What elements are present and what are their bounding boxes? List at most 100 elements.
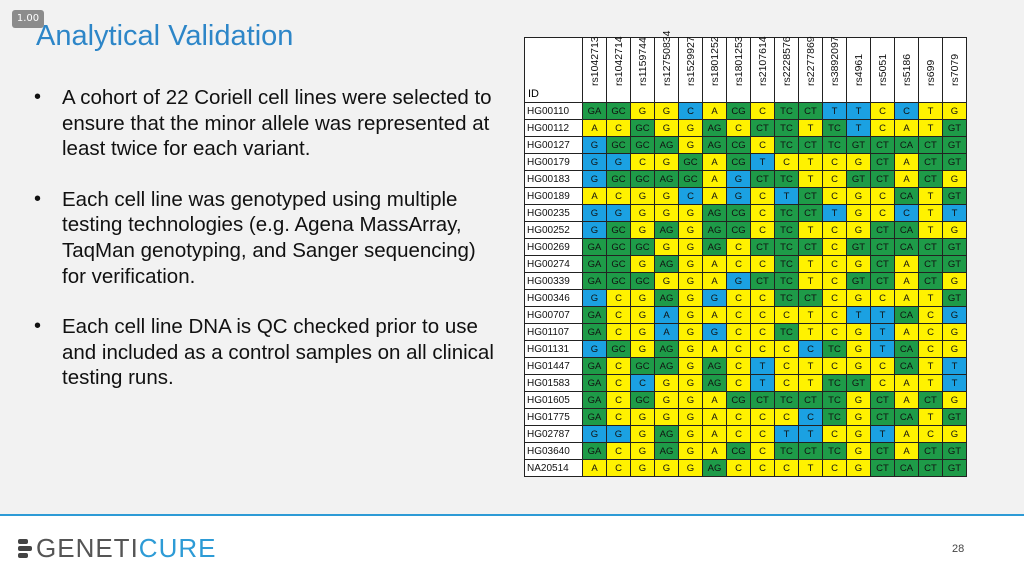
genotype-cell: C	[750, 425, 775, 443]
snp-label: rs7079	[948, 53, 961, 86]
genotype-cell: C	[918, 306, 943, 324]
genotype-cell: T	[798, 459, 823, 477]
genotype-cell: G	[942, 391, 967, 409]
genotype-cell: G	[678, 306, 703, 324]
genotype-cell: GT	[942, 255, 967, 273]
genotype-cell: C	[726, 238, 751, 256]
snp-label: rs2107614	[756, 36, 769, 86]
table-row: HG00110 GA GC G G C A CG C TC CT T T C C T G	[524, 102, 967, 120]
sample-id-cell: HG00189	[524, 187, 583, 205]
table-row: HG01775 GA C G G G A C C C C TC G CT CA T GT	[524, 408, 967, 426]
genotype-cell: TC	[774, 204, 799, 222]
genotype-cell: C	[918, 323, 943, 341]
snp-label: rs1042713	[588, 36, 601, 86]
slide-area: 1.00 Analytical Validation A cohort of 2…	[0, 0, 1024, 514]
genotype-cell: C	[774, 459, 799, 477]
genotype-cell: CT	[750, 391, 775, 409]
snp-label: rs12750834	[660, 30, 673, 86]
page-number: 28	[952, 543, 965, 555]
genotype-cell: CT	[870, 391, 895, 409]
genotype-cell: T	[918, 289, 943, 307]
genotype-cell: TC	[774, 255, 799, 273]
genotype-cell: GC	[630, 136, 655, 154]
genotype-cell: T	[918, 408, 943, 426]
genotype-cell: A	[702, 102, 727, 120]
genotype-cell: TC	[774, 289, 799, 307]
bullet-item: A cohort of 22 Coriell cell lines were s…	[32, 85, 502, 162]
genotype-cell: G	[582, 204, 607, 222]
genotype-cell: T	[798, 153, 823, 171]
genotype-cell: CT	[798, 136, 823, 154]
genotype-cell: AG	[702, 204, 727, 222]
genotype-cell: T	[798, 425, 823, 443]
sample-id-cell: HG00269	[524, 238, 583, 256]
snp-column-header: rs1159744	[630, 37, 655, 103]
genotype-cell: C	[750, 340, 775, 358]
genotype-cell: T	[918, 119, 943, 137]
genotype-cell: G	[630, 408, 655, 426]
sample-id-cell: HG01131	[524, 340, 583, 358]
table-row: HG00189 A C G G C A G C T CT C G C CA T GT	[524, 187, 967, 205]
genotype-cell: T	[798, 119, 823, 137]
genotype-cell: C	[726, 119, 751, 137]
genotype-cell: A	[894, 289, 919, 307]
genotype-cell: G	[942, 221, 967, 239]
genotype-cell: G	[630, 340, 655, 358]
genotype-cell: A	[582, 187, 607, 205]
genotype-cell: CG	[726, 221, 751, 239]
genotype-cell: GT	[942, 459, 967, 477]
genotype-cell: C	[678, 102, 703, 120]
genotype-cell: G	[846, 221, 871, 239]
genotype-cell: GA	[582, 408, 607, 426]
genotype-cell: T	[750, 374, 775, 392]
sample-id-cell: HG01775	[524, 408, 583, 426]
genotype-table: ID rs1042713 rs1042714 rs1159744 rs12750834…	[524, 31, 967, 477]
genotype-cell: GT	[846, 374, 871, 392]
genotype-cell: GC	[606, 221, 631, 239]
genotype-cell: C	[726, 289, 751, 307]
genotype-cell: T	[870, 340, 895, 358]
bullet-item: Each cell line was genotyped using multi…	[32, 187, 502, 289]
genotype-cell: C	[750, 255, 775, 273]
genotype-cell: C	[606, 187, 631, 205]
genotype-cell: C	[726, 425, 751, 443]
genotype-cell: AG	[654, 170, 679, 188]
snp-label: rs5051	[876, 53, 889, 86]
genotype-cell: CT	[798, 238, 823, 256]
genotype-cell: T	[918, 374, 943, 392]
genotype-cell: T	[750, 153, 775, 171]
genotype-cell: GA	[582, 357, 607, 375]
genotype-cell: AG	[654, 442, 679, 460]
genotype-cell: T	[774, 187, 799, 205]
genotype-cell: TC	[822, 136, 847, 154]
table-row: HG00339 GA GC GC G G A G CT TC T C GT CT A CT G	[524, 272, 967, 290]
genotype-cell: C	[774, 306, 799, 324]
genotype-cell: CT	[918, 391, 943, 409]
genotype-cell: T	[798, 306, 823, 324]
genotype-cell: CT	[918, 238, 943, 256]
genotype-cell: CT	[798, 204, 823, 222]
genotype-cell: C	[918, 340, 943, 358]
genotype-cell: G	[678, 323, 703, 341]
genotype-cell: AG	[702, 221, 727, 239]
genotype-cell: TC	[822, 119, 847, 137]
genotype-cell: C	[750, 204, 775, 222]
genotype-cell: G	[582, 136, 607, 154]
genotype-cell: C	[606, 306, 631, 324]
genotype-cell: T	[918, 204, 943, 222]
genotype-cell: G	[630, 102, 655, 120]
genotype-cell: AG	[702, 357, 727, 375]
snp-label: rs4961	[852, 53, 865, 86]
genotype-cell: A	[894, 391, 919, 409]
genotype-cell: C	[870, 102, 895, 120]
genotype-cell: G	[654, 272, 679, 290]
genotype-cell: CA	[894, 136, 919, 154]
genotype-cell: G	[654, 102, 679, 120]
genotype-cell: G	[678, 357, 703, 375]
snp-label: rs1042714	[612, 36, 625, 86]
table-row: HG00183 G GC GC AG GC A G CT TC T C GT CT A CT G	[524, 170, 967, 188]
genotype-cell: G	[678, 119, 703, 137]
snp-column-header: rs2107614	[750, 36, 775, 103]
genotype-cell: CT	[870, 221, 895, 239]
genotype-cell: C	[822, 255, 847, 273]
